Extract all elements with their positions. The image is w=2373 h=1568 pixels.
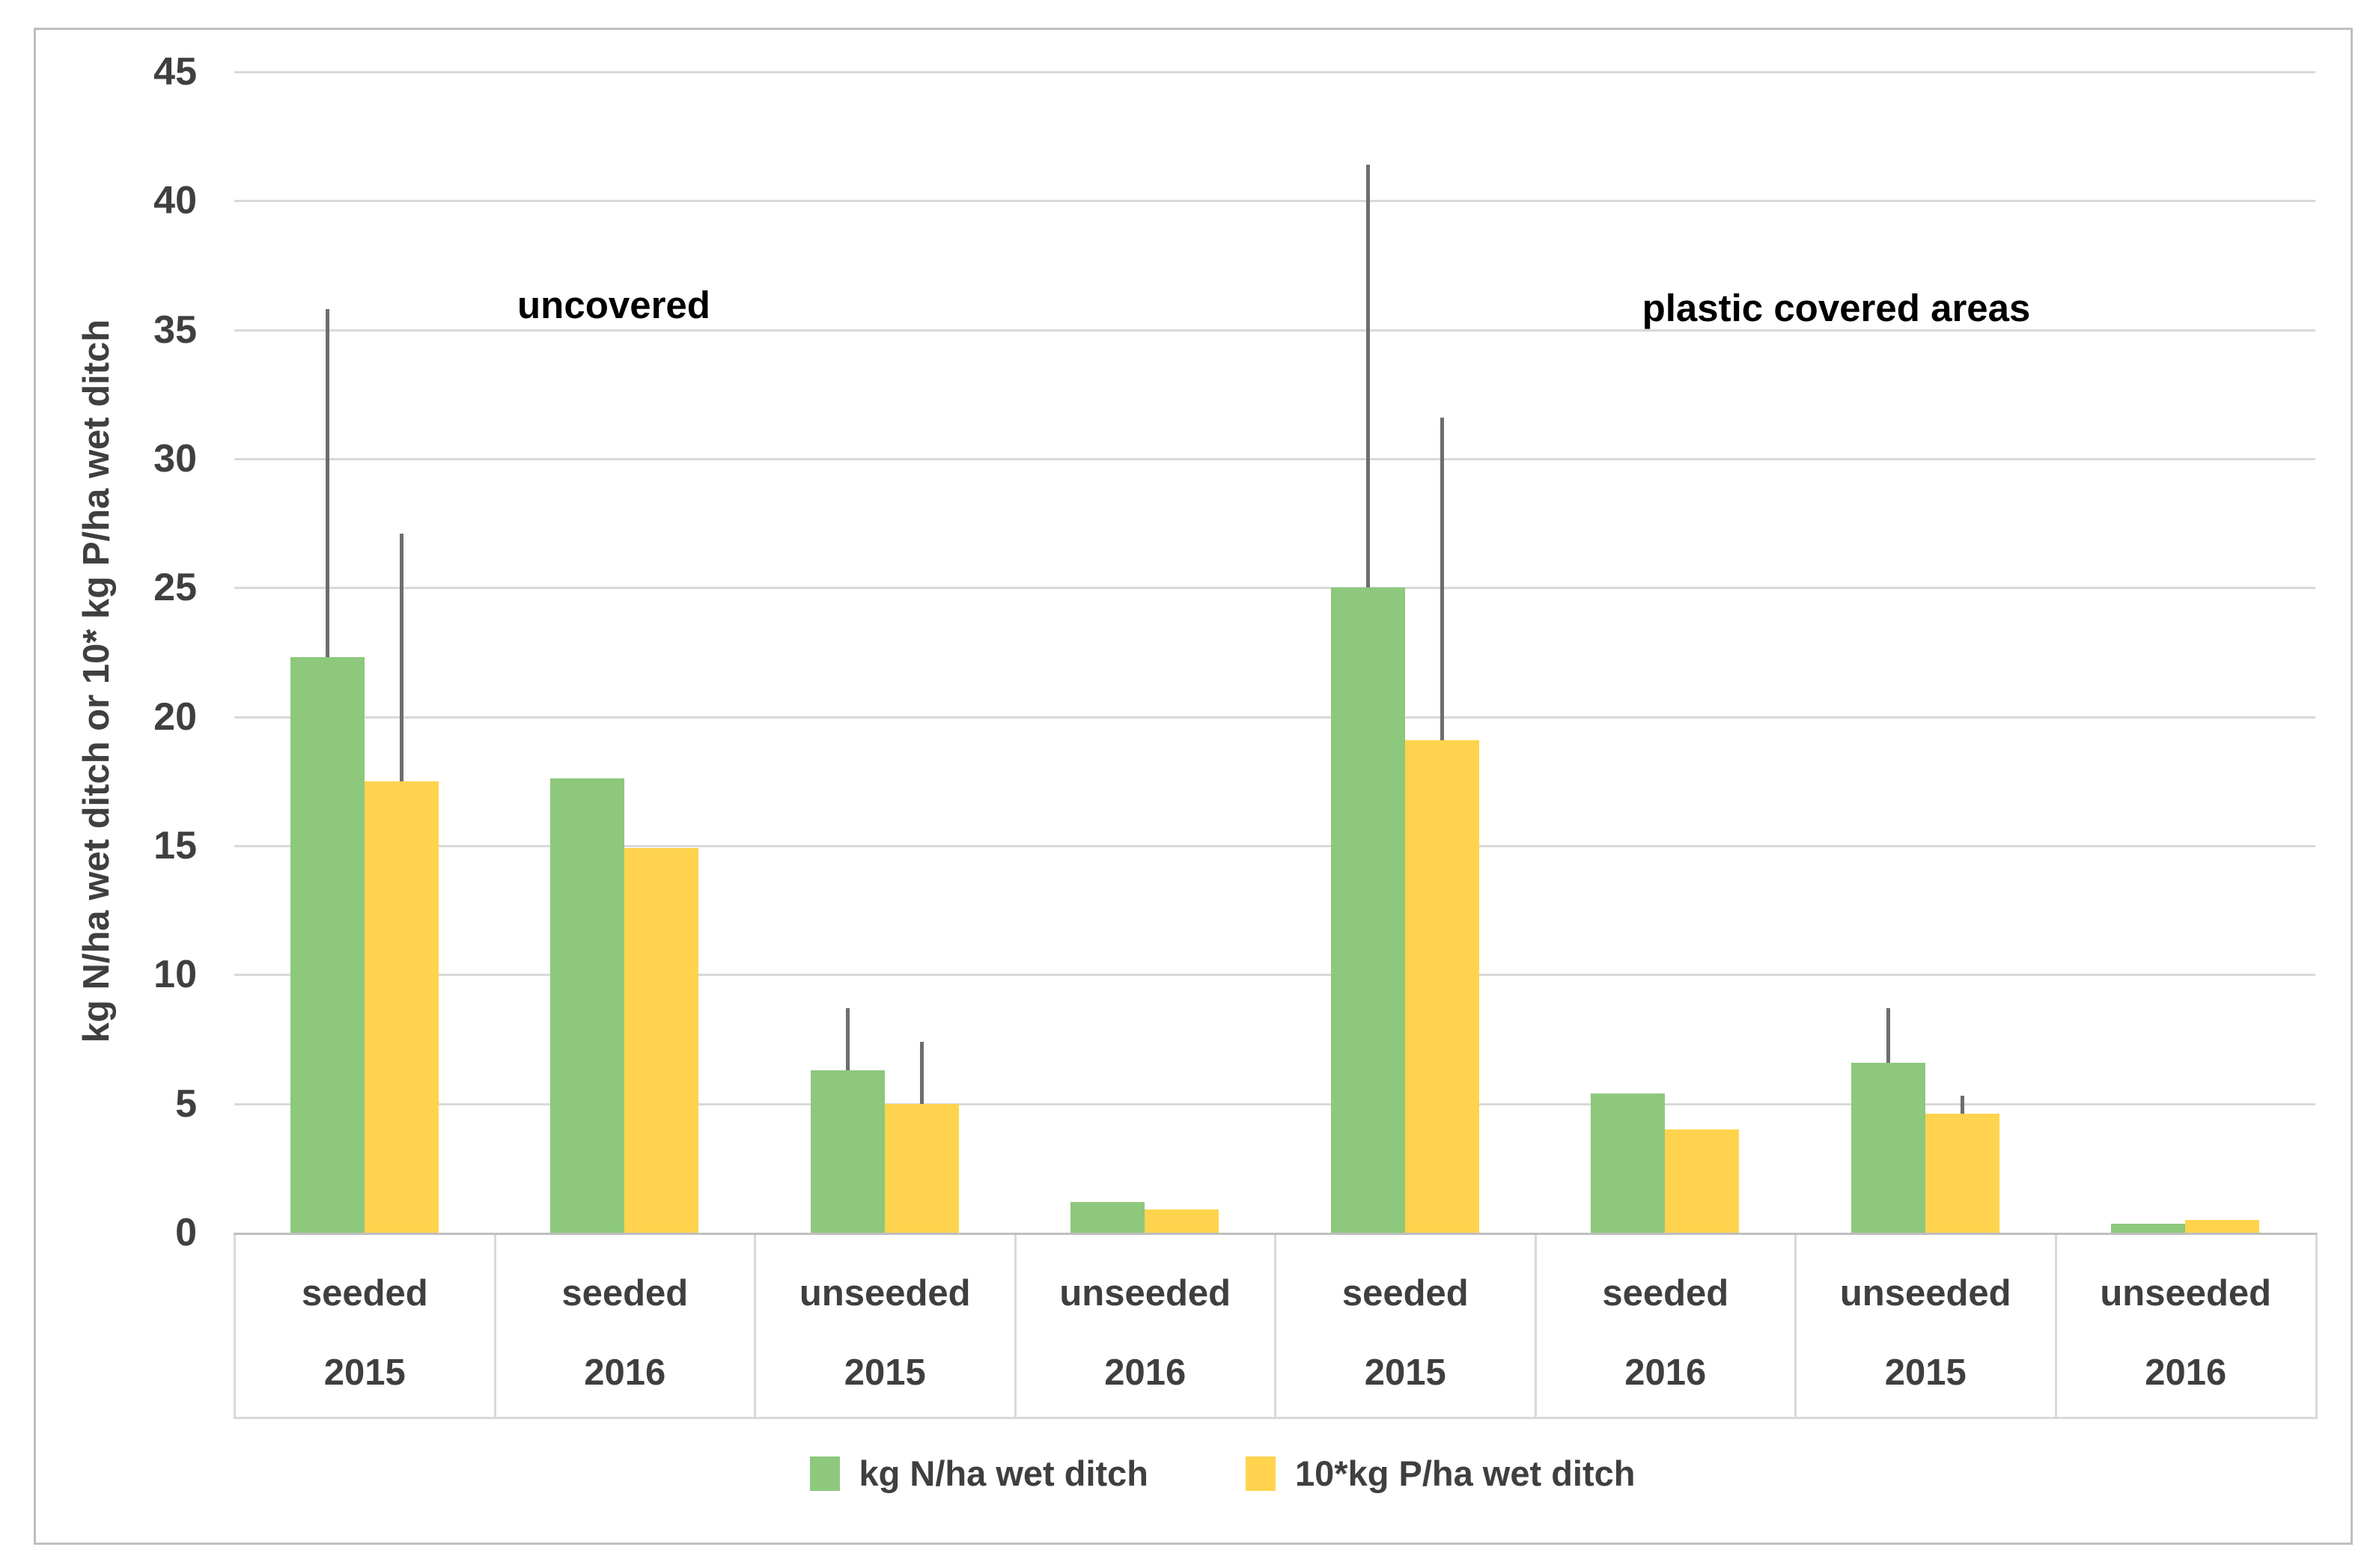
category-treatment-label: seeded <box>1341 1273 1469 1314</box>
y-tick-label-25: 25 <box>153 566 197 610</box>
bar-n-seeded-2016-covered <box>1591 1093 1665 1233</box>
category-cell-unseeded-2015-uncovered: unseeded 2015 <box>754 1235 1014 1417</box>
category-cell-seeded-2015-covered: seeded 2015 <box>1274 1235 1535 1417</box>
gridline-20 <box>234 716 2315 719</box>
bar-p-seeded-2015-uncovered <box>364 781 439 1233</box>
bar-n-unseeded-2016-covered <box>2111 1223 2185 1233</box>
y-tick-label-5: 5 <box>175 1082 197 1126</box>
category-year-label: 2016 <box>584 1352 666 1393</box>
gridline-5 <box>234 1102 2315 1105</box>
category-cell-seeded-2016-uncovered: seeded 2016 <box>493 1235 755 1417</box>
category-treatment-label: seeded <box>1602 1273 1729 1314</box>
y-tick-label-45: 45 <box>153 50 197 94</box>
y-tick-label-35: 35 <box>153 308 197 352</box>
category-year-label: 2015 <box>1364 1352 1446 1393</box>
y-tick-label-40: 40 <box>153 179 197 223</box>
error-bar-n-group-1 <box>325 309 329 658</box>
y-tick-label-15: 15 <box>153 824 197 867</box>
category-year-label: 2015 <box>1884 1352 1967 1393</box>
category-treatment-label: unseeded <box>1059 1273 1231 1314</box>
category-cell-unseeded-2015-covered: unseeded 2015 <box>1794 1235 2055 1417</box>
bar-p-seeded-2015-covered <box>1404 739 1479 1233</box>
category-year-label: 2016 <box>2145 1352 2227 1393</box>
legend-item-nitrogen: kg N/ha wet ditch <box>809 1453 1149 1494</box>
bar-p-unseeded-2016-uncovered <box>1145 1209 1219 1233</box>
y-tick-label-20: 20 <box>153 695 197 739</box>
y-tick-label-0: 0 <box>175 1211 197 1254</box>
legend-item-phosphorus: 10*kg P/ha wet ditch <box>1246 1453 1635 1494</box>
y-tick-label-10: 10 <box>153 953 197 997</box>
bar-p-seeded-2016-uncovered <box>624 848 698 1233</box>
bar-p-unseeded-2015-uncovered <box>884 1103 959 1233</box>
legend-label: 10*kg P/ha wet ditch <box>1295 1453 1636 1493</box>
bar-p-unseeded-2015-covered <box>1925 1114 1999 1233</box>
bar-n-unseeded-2015-covered <box>1850 1062 1925 1233</box>
bar-n-seeded-2015-uncovered <box>290 657 365 1233</box>
y-tick-label-30: 30 <box>153 437 197 481</box>
category-cell-unseeded-2016-uncovered: unseeded 2016 <box>1014 1235 1275 1417</box>
legend-swatch-icon <box>809 1456 840 1491</box>
category-year-label: 2016 <box>1104 1352 1186 1393</box>
category-year-label: 2015 <box>844 1352 926 1393</box>
gridline-30 <box>234 458 2315 460</box>
bar-n-unseeded-2015-uncovered <box>810 1070 885 1233</box>
category-cell-seeded-2016-covered: seeded 2016 <box>1534 1235 1795 1417</box>
category-treatment-label: unseeded <box>799 1273 971 1314</box>
error-bar-p-group-1 <box>399 533 403 781</box>
error-bar-n-group-7 <box>1886 1008 1890 1063</box>
category-cell-seeded-2015-uncovered: seeded 2015 <box>234 1235 494 1417</box>
category-axis-table: seeded 2015 seeded 2016 unseeded 2015 unseeded… <box>234 1233 2318 1419</box>
category-treatment-label: unseeded <box>2100 1273 2272 1314</box>
category-year-label: 2016 <box>1624 1352 1707 1393</box>
chart-figure: kg N/ha wet ditch or 10* kg P/ha wet dit… <box>34 28 2353 1545</box>
category-treatment-label: seeded <box>301 1273 428 1314</box>
legend-label: kg N/ha wet ditch <box>859 1453 1149 1493</box>
error-bar-p-group-7 <box>1960 1096 1964 1114</box>
category-treatment-label: seeded <box>561 1273 689 1314</box>
category-year-label: 2015 <box>323 1352 406 1393</box>
error-bar-p-group-3 <box>919 1041 924 1104</box>
gridline-25 <box>234 587 2315 590</box>
bar-p-unseeded-2016-covered <box>2185 1219 2259 1233</box>
gridline-35 <box>234 329 2315 332</box>
bar-n-seeded-2016-uncovered <box>550 778 624 1233</box>
error-bar-p-group-5 <box>1440 417 1444 740</box>
category-treatment-label: unseeded <box>1839 1273 2011 1314</box>
gridline-10 <box>234 974 2315 977</box>
legend-swatch-icon <box>1246 1456 1276 1491</box>
bar-p-seeded-2016-covered <box>1665 1129 1739 1233</box>
category-cell-unseeded-2016-covered: unseeded 2016 <box>2054 1235 2315 1417</box>
legend: kg N/ha wet ditch 10*kg P/ha wet ditch <box>36 1453 2373 1494</box>
bar-n-seeded-2015-covered <box>1330 588 1405 1233</box>
bar-n-unseeded-2016-uncovered <box>1070 1201 1145 1233</box>
gridline-45 <box>234 71 2315 73</box>
error-bar-n-group-5 <box>1365 165 1370 588</box>
gridline-40 <box>234 200 2315 203</box>
gridline-15 <box>234 845 2315 847</box>
section-title-plastic-covered: plastic covered areas <box>1642 287 2031 329</box>
error-bar-n-group-3 <box>845 1008 850 1070</box>
section-title-uncovered: uncovered <box>517 284 710 326</box>
